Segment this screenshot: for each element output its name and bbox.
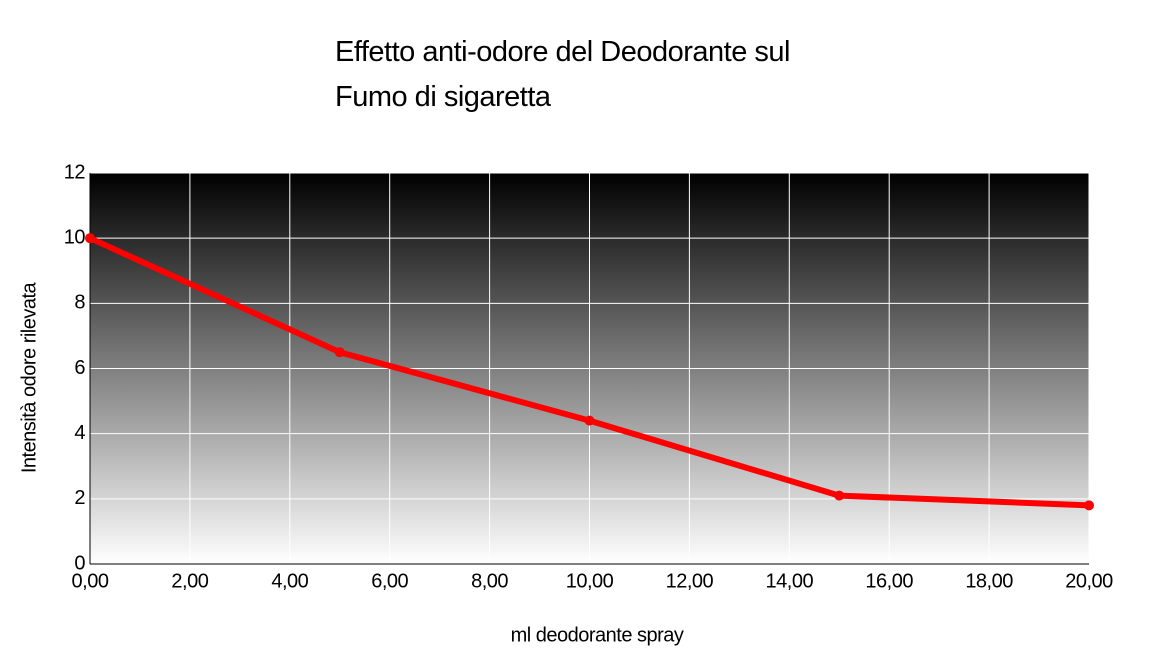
x-tick-label: 18,00 bbox=[965, 570, 1013, 592]
x-tick-label: 10,00 bbox=[566, 570, 614, 592]
x-tick-label: 16,00 bbox=[865, 570, 913, 592]
data-point bbox=[834, 490, 845, 501]
x-tick-label: 8,00 bbox=[471, 570, 508, 592]
y-tick-label: 10 bbox=[64, 226, 86, 248]
x-axis-label: ml deodorante spray bbox=[511, 624, 684, 646]
x-tick-label: 14,00 bbox=[766, 570, 814, 592]
x-tick-label: 0,00 bbox=[72, 570, 109, 592]
x-tick-label: 6,00 bbox=[371, 570, 408, 592]
y-axis-label: Intensità odore rilevata bbox=[18, 281, 40, 473]
data-point bbox=[1084, 500, 1094, 511]
x-tick-label: 20,00 bbox=[1065, 570, 1113, 592]
y-tick-label: 4 bbox=[74, 422, 85, 444]
data-point bbox=[85, 233, 95, 244]
data-point bbox=[584, 415, 595, 426]
y-tick-label: 12 bbox=[64, 161, 86, 183]
x-tick-label: 2,00 bbox=[171, 570, 208, 592]
y-tick-label: 8 bbox=[74, 292, 85, 314]
y-tick-label: 2 bbox=[74, 487, 85, 509]
x-tick-label: 12,00 bbox=[666, 570, 714, 592]
y-tick-label: 0 bbox=[74, 552, 85, 574]
data-point bbox=[334, 347, 345, 358]
y-tick-label: 6 bbox=[74, 357, 85, 379]
chart-title: Effetto anti-odore del Deodorante sul Fu… bbox=[335, 36, 790, 113]
x-tick-label: 4,00 bbox=[271, 570, 308, 592]
